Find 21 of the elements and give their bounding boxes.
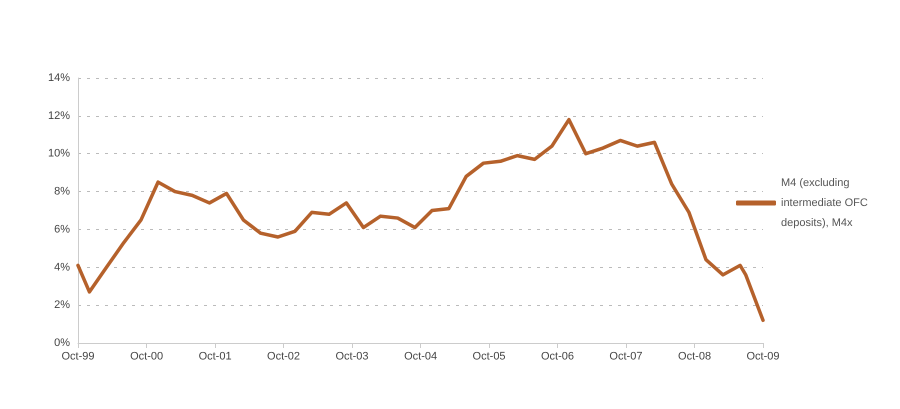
x-tick-label: Oct-06 bbox=[540, 350, 574, 362]
y-tick-label: 2% bbox=[54, 299, 70, 312]
y-tick-label: 0% bbox=[54, 337, 70, 349]
y-tick-label: 10% bbox=[48, 148, 70, 160]
x-tick-label: Oct-07 bbox=[609, 350, 642, 362]
x-tick-label: Oct-00 bbox=[130, 350, 164, 362]
x-tick-label: Oct-09 bbox=[746, 350, 780, 362]
y-tick-label: 12% bbox=[48, 110, 70, 122]
line-series bbox=[76, 118, 765, 322]
x-tick-label: Oct-04 bbox=[404, 350, 438, 362]
y-tick-label: 4% bbox=[54, 261, 70, 274]
legend-label: M4 (excluding intermediate OFC deposits), M4x bbox=[781, 177, 871, 229]
x-tick-label: Oct-99 bbox=[61, 350, 95, 362]
x-tick-label: Oct-08 bbox=[678, 350, 712, 362]
x-tick-label: Oct-05 bbox=[472, 350, 506, 362]
x-tick-label: Oct-03 bbox=[335, 350, 368, 362]
y-tick-label: 14% bbox=[48, 72, 70, 84]
y-tick-label: 6% bbox=[54, 223, 70, 236]
y-tick-label: 8% bbox=[54, 186, 70, 198]
x-tick-label: Oct-02 bbox=[267, 350, 300, 362]
x-tick-label: Oct-01 bbox=[198, 350, 232, 362]
